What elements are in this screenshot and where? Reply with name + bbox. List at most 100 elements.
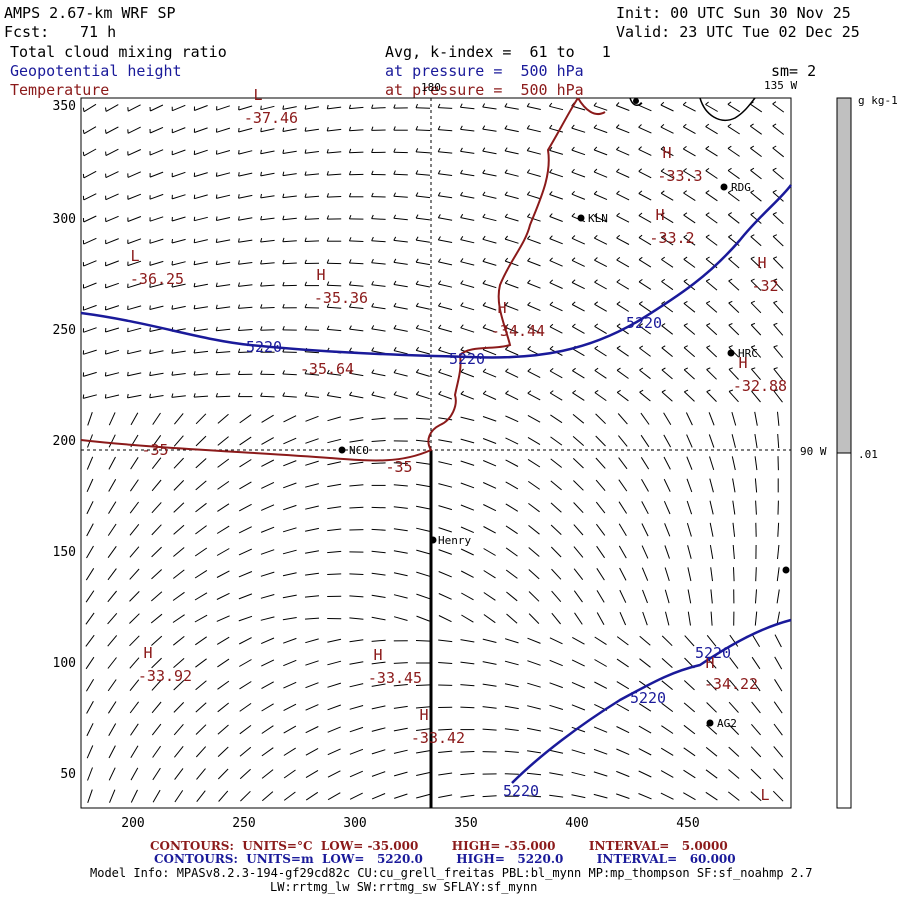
wind-barb-flag: [460, 280, 464, 285]
wind-barb-flag: [594, 389, 599, 394]
wind-barb-flag: [393, 324, 397, 329]
wind-barb-flag: [773, 367, 778, 370]
wind-barb: [393, 616, 408, 621]
wind-barb: [482, 327, 497, 333]
station-marker: [633, 98, 639, 104]
wind-barb: [86, 701, 94, 714]
wind-barb-flag: [616, 301, 621, 305]
wind-barb: [327, 573, 342, 575]
wind-barb-flag: [415, 214, 419, 219]
wind-barb: [549, 282, 563, 289]
wind-barb: [777, 433, 780, 449]
wind-barb: [105, 126, 119, 134]
wind-barb: [151, 457, 162, 470]
wind-barb: [751, 634, 761, 648]
wind-barb: [663, 500, 671, 515]
wind-barb: [327, 196, 342, 198]
wind-barb-flag: [549, 368, 554, 372]
wind-barb-flag: [149, 393, 151, 398]
wind-barb: [108, 723, 117, 736]
wind-barb-flag: [348, 126, 352, 131]
wind-barb-flag: [415, 324, 419, 329]
wind-barb: [710, 611, 713, 626]
wind-barb: [638, 770, 652, 778]
wind-barb-flag: [772, 234, 778, 237]
wind-barb: [683, 214, 696, 224]
wind-barb: [85, 590, 95, 603]
wind-barb: [705, 302, 718, 313]
wind-barb-flag: [482, 368, 487, 373]
wind-barb: [393, 484, 408, 487]
wind-barb: [216, 636, 230, 645]
wind-barb: [216, 172, 231, 177]
wind-barb: [460, 239, 475, 244]
wind-barb: [416, 239, 430, 243]
wind-barb-flag: [482, 213, 486, 218]
forecast-hours: 71 h: [80, 23, 117, 41]
y-tick-label: 50: [60, 767, 76, 782]
wind-barb: [217, 658, 230, 668]
wind-barb-flag: [238, 194, 240, 199]
wind-barb: [194, 239, 208, 244]
wind-barb: [173, 658, 185, 668]
wind-barb: [773, 723, 783, 736]
temperature-contour-fragment: [577, 97, 606, 116]
wind-barb: [371, 639, 386, 642]
wind-barb: [393, 705, 408, 709]
wind-barb: [617, 413, 628, 425]
wind-barb-flag: [437, 103, 441, 108]
wind-barb: [194, 149, 208, 156]
wind-barb: [750, 346, 762, 358]
wind-barb: [683, 258, 696, 268]
wind-barb: [438, 261, 453, 266]
wind-barb: [195, 413, 207, 425]
wind-barb-flag: [593, 168, 598, 173]
temperature-marker: L: [253, 86, 262, 104]
wind-barb: [194, 592, 208, 601]
wind-barb-flag: [728, 300, 733, 304]
wind-barb: [594, 636, 607, 646]
wind-barb: [438, 728, 453, 731]
wind-barb: [705, 126, 718, 135]
wind-barb: [638, 126, 652, 134]
wind-barb: [282, 572, 297, 577]
wind-barb: [174, 413, 184, 425]
wind-barb: [83, 148, 97, 157]
wind-barb: [305, 128, 319, 132]
wind-barb: [349, 240, 364, 242]
wind-barb: [664, 545, 670, 559]
wind-barb-flag: [460, 191, 464, 196]
wind-barb: [528, 569, 540, 580]
wind-barb: [196, 790, 206, 803]
wind-barb: [304, 240, 320, 242]
wind-barb: [460, 438, 475, 444]
wind-barb-flag: [460, 302, 464, 307]
wind-barb: [238, 637, 252, 645]
wind-barb-flag: [593, 146, 598, 151]
wind-barb-flag: [571, 124, 575, 129]
wind-barb: [371, 771, 386, 777]
wind-barb: [663, 434, 672, 448]
wind-barb-flag: [750, 256, 755, 260]
wind-barb: [195, 480, 207, 491]
wind-barb: [751, 679, 761, 692]
wind-barb: [528, 502, 540, 513]
wind-barb-flag: [683, 256, 688, 260]
wind-barb: [640, 412, 650, 425]
wind-barb-flag: [304, 369, 308, 374]
wind-barb: [173, 723, 184, 736]
wind-barb: [549, 149, 564, 155]
wind-barb: [504, 683, 519, 688]
wind-barb: [151, 569, 163, 580]
wind-barb: [171, 194, 186, 200]
wind-barb-flag: [415, 258, 419, 263]
wind-barb-flag: [683, 367, 689, 371]
wind-barb-flag: [237, 282, 240, 287]
wind-barb: [750, 147, 762, 158]
wind-barb: [194, 614, 208, 623]
wind-barb: [239, 725, 252, 735]
wind-barb-flag: [215, 194, 218, 199]
wind-barb: [107, 679, 117, 692]
wind-barb: [526, 772, 542, 776]
wind-barb: [130, 745, 139, 759]
